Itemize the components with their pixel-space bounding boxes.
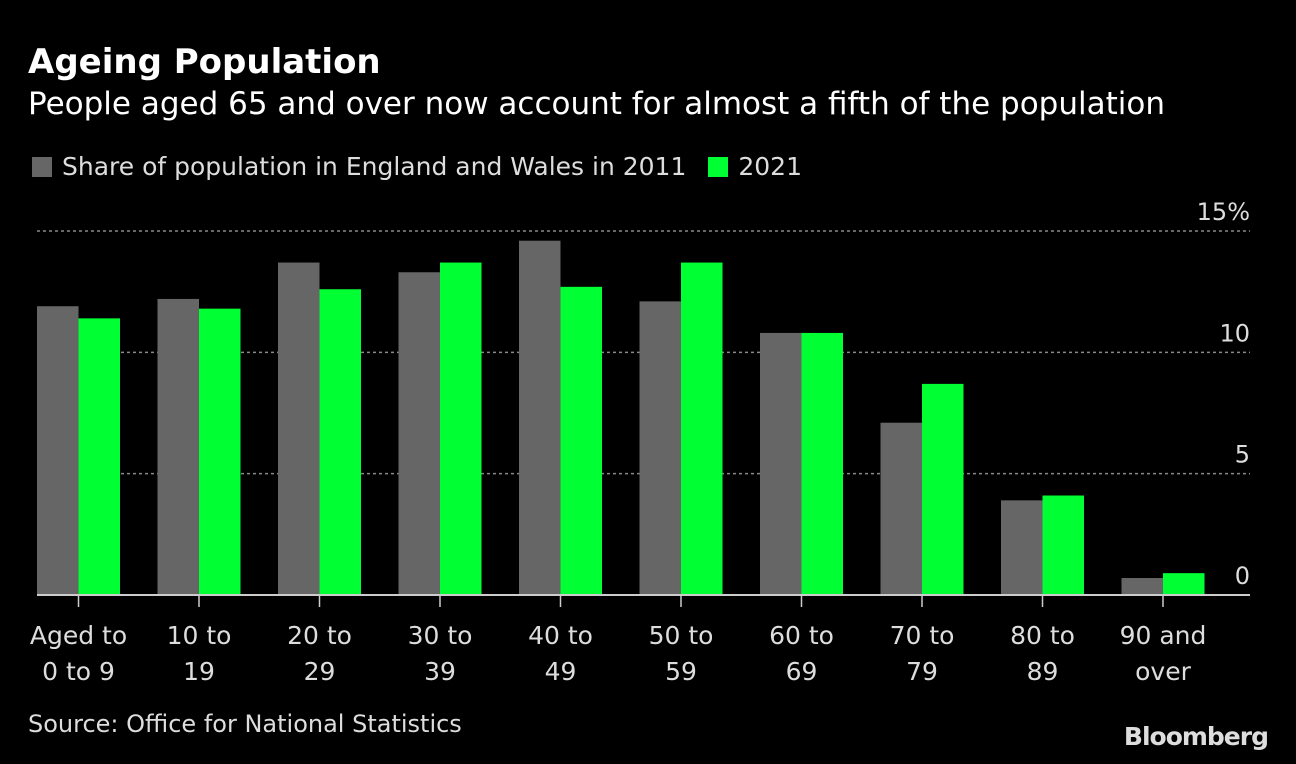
x-tick-label: 50 to xyxy=(649,621,714,650)
x-tick-label: 60 to xyxy=(769,621,834,650)
x-tick-label: 90 and xyxy=(1120,621,1207,650)
bar-2021 xyxy=(560,286,602,595)
y-tick-label: 0 xyxy=(1235,562,1250,590)
legend: Share of population in England and Wales… xyxy=(32,152,824,181)
x-tick-label: 30 to xyxy=(408,621,473,650)
x-tick-label: 79 xyxy=(906,657,938,686)
source-note: Source: Office for National Statistics xyxy=(28,710,462,738)
bar-2021 xyxy=(922,383,964,595)
bar-2011 xyxy=(519,240,561,595)
bar-2021 xyxy=(440,262,482,595)
legend-label-2021: 2021 xyxy=(738,152,802,181)
bar-2011 xyxy=(760,332,802,595)
chart-subtitle: People aged 65 and over now account for … xyxy=(28,86,1165,122)
bar-2021 xyxy=(199,308,241,595)
bar-2021 xyxy=(1042,495,1084,595)
y-tick-label: 15% xyxy=(1197,198,1250,226)
x-tick-label: 89 xyxy=(1027,657,1059,686)
x-tick-label: 39 xyxy=(424,657,456,686)
legend-item-2011: Share of population in England and Wales… xyxy=(32,152,686,181)
x-tick-label: 19 xyxy=(183,657,215,686)
x-tick-label: 20 to xyxy=(287,621,352,650)
x-tick-label: Aged to xyxy=(30,621,127,650)
x-tick-label: over xyxy=(1135,657,1191,686)
x-tick-label: 69 xyxy=(786,657,818,686)
x-tick-label: 80 to xyxy=(1010,621,1075,650)
x-tick-label: 29 xyxy=(304,657,336,686)
x-tick-label: 49 xyxy=(545,657,577,686)
legend-label-2011: Share of population in England and Wales… xyxy=(62,152,687,181)
bloomberg-logo: Bloomberg xyxy=(1123,722,1269,751)
bar-2011 xyxy=(398,272,440,595)
bar-2011 xyxy=(880,422,922,595)
x-tick-label: 10 to xyxy=(167,621,232,650)
bar-2021 xyxy=(1163,573,1205,595)
x-tick-label: 70 to xyxy=(890,621,955,650)
y-tick-label: 10 xyxy=(1219,319,1250,347)
legend-item-2021: 2021 xyxy=(708,152,802,181)
bar-2021 xyxy=(681,262,723,595)
legend-swatch-2011 xyxy=(32,156,52,177)
bar-2021 xyxy=(801,332,843,595)
bar-2011 xyxy=(278,262,320,595)
bar-2011 xyxy=(639,301,681,595)
legend-swatch-2021 xyxy=(708,156,729,177)
bar-2021 xyxy=(78,318,120,595)
chart-title: Ageing Population xyxy=(28,42,381,82)
x-tick-label: 0 to 9 xyxy=(42,657,115,686)
bar-2011 xyxy=(1001,500,1043,595)
bar-2011 xyxy=(37,306,79,595)
y-tick-label: 5 xyxy=(1235,441,1250,469)
bar-2021 xyxy=(319,289,361,595)
bar-2011 xyxy=(1121,578,1163,595)
x-tick-label: 40 to xyxy=(528,621,593,650)
x-tick-label: 59 xyxy=(665,657,697,686)
bar-2011 xyxy=(157,298,199,595)
